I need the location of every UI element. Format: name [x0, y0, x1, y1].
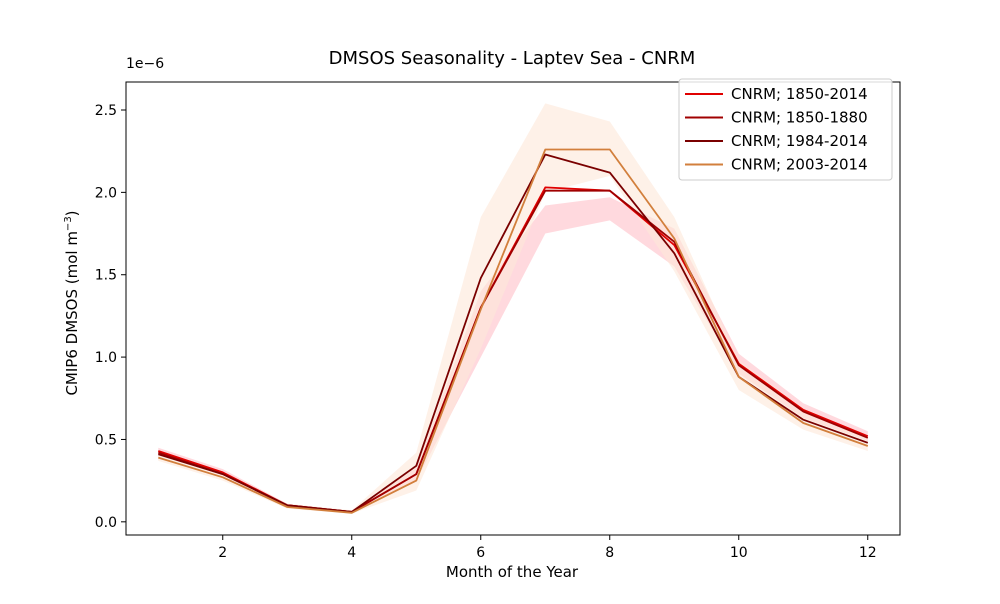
x-tick-label: 12 — [859, 545, 877, 561]
y-tick-label: 1.0 — [95, 350, 117, 366]
legend: CNRM; 1850-2014 CNRM; 1850-1880 CNRM; 1984… — [678, 78, 893, 181]
x-axis-label: Month of the Year — [446, 563, 579, 581]
plot-frame — [125, 81, 901, 536]
y-tick-label: 0.5 — [95, 432, 117, 448]
x-axis-ticks: 2 4 6 8 10 12 — [218, 535, 877, 561]
x-tick-label: 10 — [730, 545, 748, 561]
y-tick-label: 2.0 — [95, 185, 117, 201]
line-series-3 — [158, 148, 869, 514]
y-axis-label: CMIP6 DMSOS (mol m−3) — [63, 210, 81, 395]
y-axis-label-exponent: −3 — [63, 216, 74, 231]
x-tick-label: 2 — [218, 545, 227, 561]
legend-box — [678, 78, 893, 181]
x-tick-label: 4 — [347, 545, 356, 561]
chart-title: DMSOS Seasonality - Laptev Sea - CNRM — [329, 48, 696, 69]
series-lines — [158, 148, 869, 514]
legend-entry: CNRM; 1984-2014 — [731, 132, 868, 150]
y-tick-label: 2.5 — [95, 103, 117, 119]
y-offset-label: 1e−6 — [126, 56, 164, 72]
legend-entry: CNRM; 1850-2014 — [731, 85, 868, 103]
y-tick-label: 0.0 — [95, 515, 117, 531]
legend-entry: CNRM; 1850-1880 — [731, 109, 868, 127]
band-series-3 — [158, 103, 868, 514]
legend-entry: CNRM; 2003-2014 — [731, 156, 868, 174]
y-tick-label: 1.5 — [95, 268, 117, 284]
x-tick-label: 6 — [476, 545, 485, 561]
x-tick-label: 8 — [605, 545, 614, 561]
y-axis-ticks: 0.0 0.5 1.0 1.5 2.0 2.5 — [95, 103, 126, 531]
